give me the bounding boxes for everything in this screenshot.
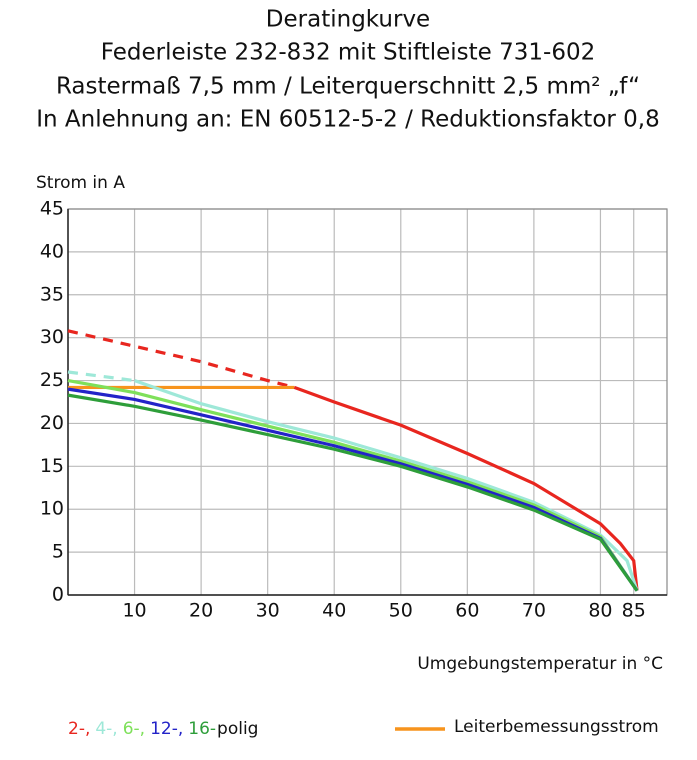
data-line — [67, 378, 639, 592]
legend-label: 12-, — [150, 719, 183, 739]
x-tick-label: 80 — [588, 600, 612, 622]
legend-label: 4-, — [95, 719, 117, 739]
y-tick-label: 20 — [40, 412, 64, 434]
legend-suffix: polig — [217, 719, 258, 739]
y-tick-label: 35 — [40, 283, 64, 305]
x-tick-label: 20 — [189, 600, 213, 622]
y-tick-label: 10 — [40, 498, 64, 520]
x-tick-label: 70 — [522, 600, 546, 622]
data-line — [67, 329, 295, 389]
y-tick-label: 0 — [52, 584, 64, 606]
legend-label: 2-, — [68, 719, 90, 739]
x-tick-label: 50 — [389, 600, 413, 622]
x-tick-label: 60 — [455, 600, 479, 622]
y-tick-label: 15 — [40, 455, 64, 477]
y-tick-label: 30 — [40, 326, 64, 348]
y-axis-label: Strom in A — [36, 173, 125, 193]
y-tick-label: 5 — [52, 541, 64, 563]
title-line: Deratingkurve — [266, 7, 430, 33]
y-tick-label: 45 — [40, 198, 64, 220]
legend-label: Leiterbemessungsstrom — [454, 717, 659, 737]
data-line — [67, 387, 639, 592]
y-tick-label: 40 — [40, 240, 64, 262]
x-axis-label: Umgebungstemperatur in °C — [417, 654, 663, 674]
data-line — [67, 370, 135, 383]
plot-frame — [67, 208, 668, 596]
x-tick-label: 85 — [622, 600, 646, 622]
title-line: In Anlehnung an: EN 60512-5-2 / Reduktio… — [36, 107, 660, 133]
title-line: Federleiste 232-832 mit Stiftleiste 731-… — [101, 40, 595, 66]
x-tick-label: 40 — [322, 600, 346, 622]
legend-label: 6-, — [123, 719, 145, 739]
data-line — [134, 379, 639, 592]
x-tick-label: 10 — [122, 600, 146, 622]
title-line: Rastermaß 7,5 mm / Leiterquerschnitt 2,5… — [56, 74, 640, 100]
x-tick-label: 30 — [256, 600, 280, 622]
data-line — [293, 385, 639, 591]
y-tick-label: 25 — [40, 369, 64, 391]
data-line — [67, 393, 639, 592]
legend-label: 16- — [188, 719, 216, 739]
